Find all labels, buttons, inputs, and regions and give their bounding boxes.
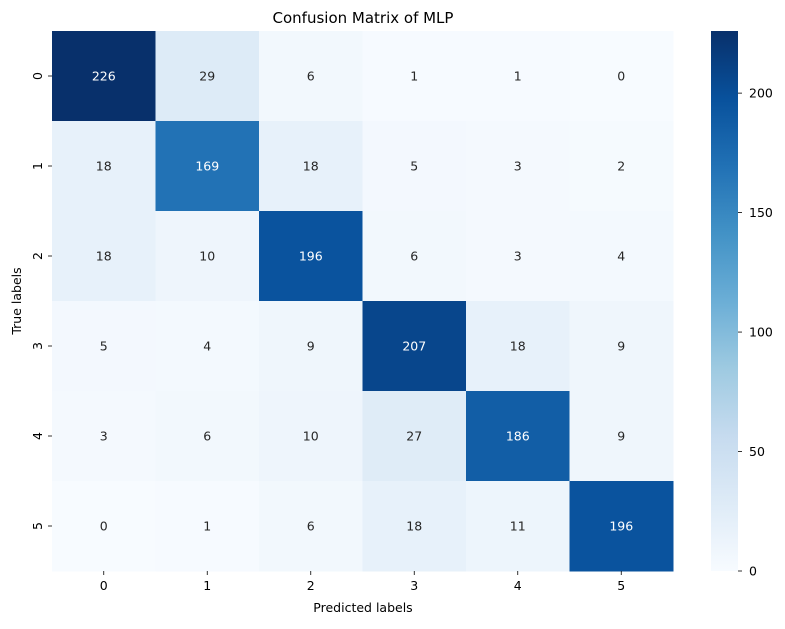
heatmap-cell <box>259 211 363 302</box>
cell-value-label: 3 <box>514 159 522 174</box>
heatmap-cell <box>466 31 570 122</box>
cell-value-label: 207 <box>402 339 426 354</box>
cell-value-label: 1 <box>410 69 418 84</box>
heatmap-cell <box>52 121 156 212</box>
heatmap-cell <box>259 121 363 212</box>
x-axis-label: Predicted labels <box>313 600 412 615</box>
y-tick-label: 1 <box>30 162 45 170</box>
cell-value-label: 3 <box>514 249 522 264</box>
cell-value-label: 29 <box>199 69 215 84</box>
cell-value-label: 3 <box>100 429 108 444</box>
heatmap-cell <box>569 391 674 482</box>
cell-value-label: 5 <box>410 159 418 174</box>
heatmap-cells: 226 29 6 1 1 018 169 18 5 3 218 10 196 6 3 45 4 9 207 18 93 6… <box>52 31 674 572</box>
cell-value-label: 6 <box>203 429 211 444</box>
heatmap-cell <box>155 211 260 302</box>
heatmap-cell <box>362 31 467 122</box>
cell-value-label: 196 <box>609 519 633 534</box>
cell-value-label: 18 <box>96 159 112 174</box>
cell-value-label: 9 <box>617 429 625 444</box>
heatmap-cell <box>259 31 363 122</box>
cell-value-label: 186 <box>506 429 530 444</box>
cell-value-label: 4 <box>203 339 211 354</box>
heatmap-cell <box>362 301 467 392</box>
heatmap-cell <box>362 481 467 572</box>
heatmap-cell <box>259 391 363 482</box>
colorbar-ticks: 0 50 100 150 200 <box>738 86 773 579</box>
y-tick-label: 0 <box>30 72 45 80</box>
cell-value-label: 27 <box>406 429 422 444</box>
cell-value-label: 10 <box>199 249 215 264</box>
cell-value-label: 18 <box>510 339 526 354</box>
colorbar-tick-label: 0 <box>749 564 757 579</box>
cell-value-label: 226 <box>92 69 116 84</box>
heatmap-cell <box>52 31 156 122</box>
cell-value-label: 18 <box>96 249 112 264</box>
heatmap-cell <box>259 301 363 392</box>
y-tick-label: 3 <box>30 342 45 350</box>
y-tick-label: 4 <box>30 432 45 440</box>
heatmap-cell <box>466 121 570 212</box>
x-tick-label: 4 <box>514 578 522 593</box>
cell-value-label: 11 <box>510 519 526 534</box>
heatmap-cell <box>52 391 156 482</box>
cell-value-label: 6 <box>410 249 418 264</box>
colorbar-tick-label: 150 <box>749 205 773 220</box>
cell-value-label: 196 <box>299 249 323 264</box>
colorbar-tick-label: 50 <box>749 444 765 459</box>
heatmap-cell <box>466 391 570 482</box>
heatmap-cell <box>155 31 260 122</box>
heatmap-cell <box>155 301 260 392</box>
y-tick-label: 2 <box>30 252 45 260</box>
heatmap-cell <box>569 301 674 392</box>
cell-value-label: 0 <box>617 69 625 84</box>
cell-value-label: 4 <box>617 249 625 264</box>
cell-value-label: 2 <box>617 159 625 174</box>
cell-value-label: 1 <box>203 519 211 534</box>
heatmap-cell <box>569 211 674 302</box>
heatmap-cell <box>466 301 570 392</box>
cell-value-label: 0 <box>100 519 108 534</box>
heatmap-cell <box>52 301 156 392</box>
x-tick-label: 2 <box>307 578 315 593</box>
colorbar-tick-label: 100 <box>749 325 773 340</box>
x-axis-ticks: 0 1 2 3 4 5 <box>100 571 625 593</box>
chart-title: Confusion Matrix of MLP <box>273 9 454 27</box>
heatmap-cell <box>362 211 467 302</box>
x-tick-label: 0 <box>100 578 108 593</box>
x-tick-label: 3 <box>410 578 418 593</box>
heatmap-cell <box>466 481 570 572</box>
cell-value-label: 6 <box>307 69 315 84</box>
heatmap-cell <box>569 31 674 122</box>
heatmap-cell <box>155 481 260 572</box>
heatmap-cell <box>52 211 156 302</box>
cell-value-label: 5 <box>100 339 108 354</box>
heatmap-cell <box>466 211 570 302</box>
cell-value-label: 6 <box>307 519 315 534</box>
heatmap-cell <box>362 391 467 482</box>
y-axis-ticks: 0 1 2 3 4 5 <box>30 72 52 530</box>
colorbar-tick-label: 200 <box>749 86 773 101</box>
cell-value-label: 1 <box>514 69 522 84</box>
heatmap-cell <box>155 121 260 212</box>
heatmap-cell <box>155 391 260 482</box>
cell-value-label: 9 <box>617 339 625 354</box>
heatmap-cell <box>362 121 467 212</box>
colorbar <box>711 31 738 571</box>
cell-value-label: 9 <box>307 339 315 354</box>
cell-value-label: 10 <box>303 429 319 444</box>
cell-value-label: 18 <box>406 519 422 534</box>
heatmap-cell <box>569 121 674 212</box>
x-tick-label: 1 <box>203 578 211 593</box>
heatmap-cell <box>259 481 363 572</box>
cell-value-label: 18 <box>303 159 319 174</box>
cell-value-label: 169 <box>195 159 219 174</box>
y-tick-label: 5 <box>30 522 45 530</box>
heatmap-cell <box>569 481 674 572</box>
y-axis-label: True labels <box>9 267 24 335</box>
heatmap-cell <box>52 481 156 572</box>
x-tick-label: 5 <box>617 578 625 593</box>
